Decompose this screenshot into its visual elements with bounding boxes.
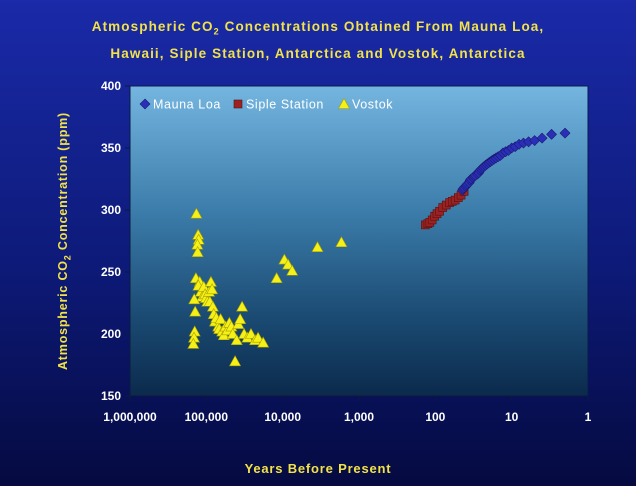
vostok-point — [190, 207, 203, 219]
x-tick-label: 100,000 — [185, 410, 229, 424]
series-siple-station — [421, 187, 469, 230]
vostok-point — [286, 264, 299, 276]
vostok-point — [335, 236, 348, 248]
vostok-point — [270, 272, 283, 284]
x-tick-label: 10,000 — [264, 410, 301, 424]
vostok-point — [229, 355, 242, 367]
chart-title-line2: Hawaii, Siple Station, Antarctica and Vo… — [110, 45, 526, 61]
y-axis: 150 200 250 300 350 400 — [101, 79, 131, 403]
legend-marker-siple-station — [233, 99, 243, 109]
vostok-point — [311, 241, 324, 252]
legend-label-vostok: Vostok — [352, 98, 393, 112]
x-axis: 1,000,000 100,000 10,000 1,000 100 10 1 — [103, 395, 592, 424]
vostok-point — [188, 293, 201, 305]
y-tick-label: 150 — [101, 389, 121, 403]
x-tick-label: 1,000 — [344, 410, 374, 424]
vostok-point — [252, 331, 265, 343]
y-tick-label: 400 — [101, 79, 121, 93]
legend: Mauna Loa Siple Station Vostok — [139, 97, 393, 112]
vostok-point — [257, 336, 270, 348]
mauna-loa-point — [559, 127, 571, 139]
vostok-point — [244, 327, 257, 339]
legend-marker-mauna-loa — [139, 98, 151, 110]
vostok-point — [191, 246, 204, 257]
legend-marker-vostok — [337, 97, 351, 109]
y-tick-label: 250 — [101, 265, 121, 279]
vostok-point — [206, 283, 219, 295]
series-mauna-loa — [457, 127, 571, 196]
vostok-point — [236, 300, 249, 312]
x-tick-label: 100 — [425, 410, 445, 424]
y-tick-label: 350 — [101, 141, 121, 155]
mauna-loa-point — [546, 128, 558, 140]
y-tick-label: 300 — [101, 203, 121, 217]
x-tick-label: 10 — [505, 410, 519, 424]
legend-label-mauna-loa: Mauna Loa — [153, 98, 221, 112]
vostok-point — [282, 258, 295, 270]
vostok-point — [187, 337, 200, 349]
vostok-point — [226, 327, 239, 339]
x-axis-title: Years Before Present — [244, 461, 392, 476]
vostok-point — [189, 305, 202, 317]
y-tick-label: 200 — [101, 327, 121, 341]
vostok-point — [214, 312, 227, 324]
series-layer — [187, 127, 571, 367]
legend-label-siple-station: Siple Station — [246, 98, 324, 112]
vostok-point — [234, 312, 247, 324]
vostok-point — [230, 334, 243, 346]
series-vostok — [187, 207, 348, 367]
chart-title: Atmospheric CO2 Concentrations Obtained … — [0, 16, 636, 65]
chart-title-line1: Atmospheric CO2 Concentrations Obtained … — [91, 19, 545, 37]
x-tick-label: 1 — [585, 410, 592, 424]
x-tick-label: 1,000,000 — [103, 410, 157, 424]
mauna-loa-point — [536, 132, 548, 144]
